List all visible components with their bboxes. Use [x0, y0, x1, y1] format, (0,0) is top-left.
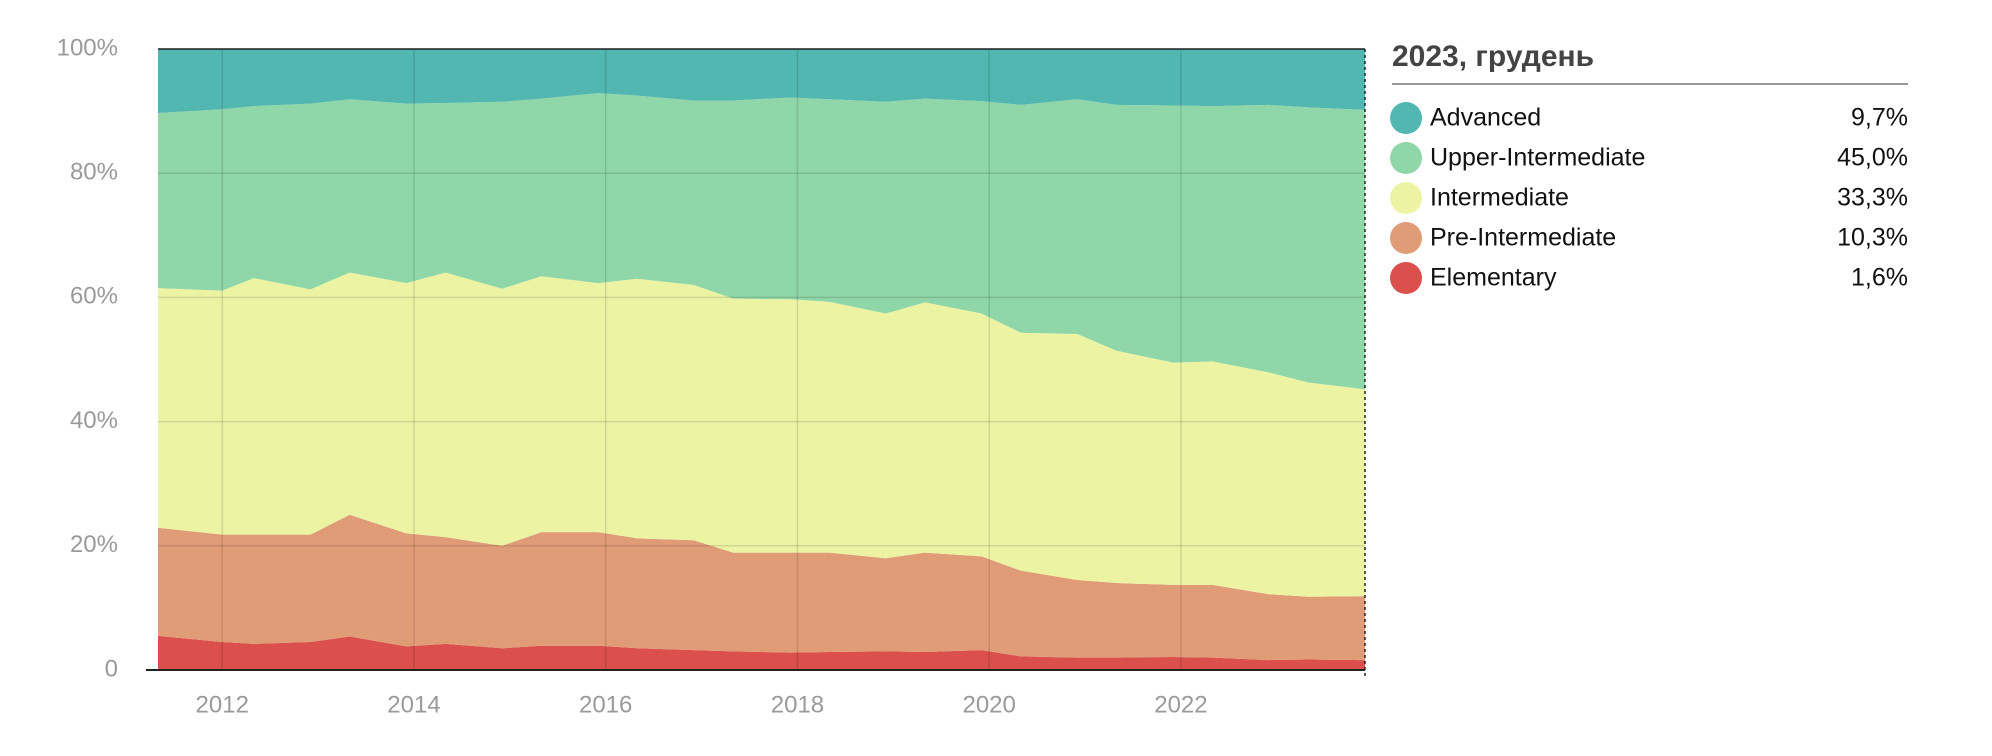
area: [158, 272, 1365, 597]
x-tick-label: 2018: [771, 691, 824, 718]
legend-value: 1,6%: [1851, 264, 1908, 292]
y-tick-label: 40%: [70, 407, 118, 434]
y-tick-label: 0: [105, 655, 118, 682]
x-tick-label: 2012: [196, 691, 249, 718]
x-tick-label: 2014: [387, 691, 440, 718]
legend-label: Advanced: [1430, 104, 1541, 132]
legend-value: 33,3%: [1837, 184, 1908, 212]
legend-swatch: [1390, 222, 1422, 254]
area: [158, 514, 1365, 661]
legend-value: 45,0%: [1837, 144, 1908, 172]
legend-label: Upper-Intermediate: [1430, 144, 1645, 172]
legend-title: 2023, грудень: [1392, 40, 1594, 73]
legend-label: Elementary: [1430, 264, 1557, 292]
area: [158, 635, 1365, 670]
legend-swatch: [1390, 102, 1422, 134]
x-tick-label: 2020: [962, 691, 1015, 718]
y-tick-label: 80%: [70, 159, 118, 186]
legend-swatch: [1390, 182, 1422, 214]
x-tick-label: 2022: [1154, 691, 1207, 718]
y-tick-label: 60%: [70, 283, 118, 310]
legend-label: Pre-Intermediate: [1430, 224, 1616, 252]
y-tick-label: 100%: [57, 34, 118, 61]
y-tick-label: 20%: [70, 531, 118, 558]
legend-value: 9,7%: [1851, 104, 1908, 132]
legend-swatch: [1390, 142, 1422, 174]
legend-swatch: [1390, 262, 1422, 294]
legend-value: 10,3%: [1837, 224, 1908, 252]
area: [158, 93, 1365, 390]
x-tick-label: 2016: [579, 691, 632, 718]
legend-label: Intermediate: [1430, 184, 1569, 212]
areas: [158, 49, 1365, 670]
area: [158, 49, 1365, 113]
